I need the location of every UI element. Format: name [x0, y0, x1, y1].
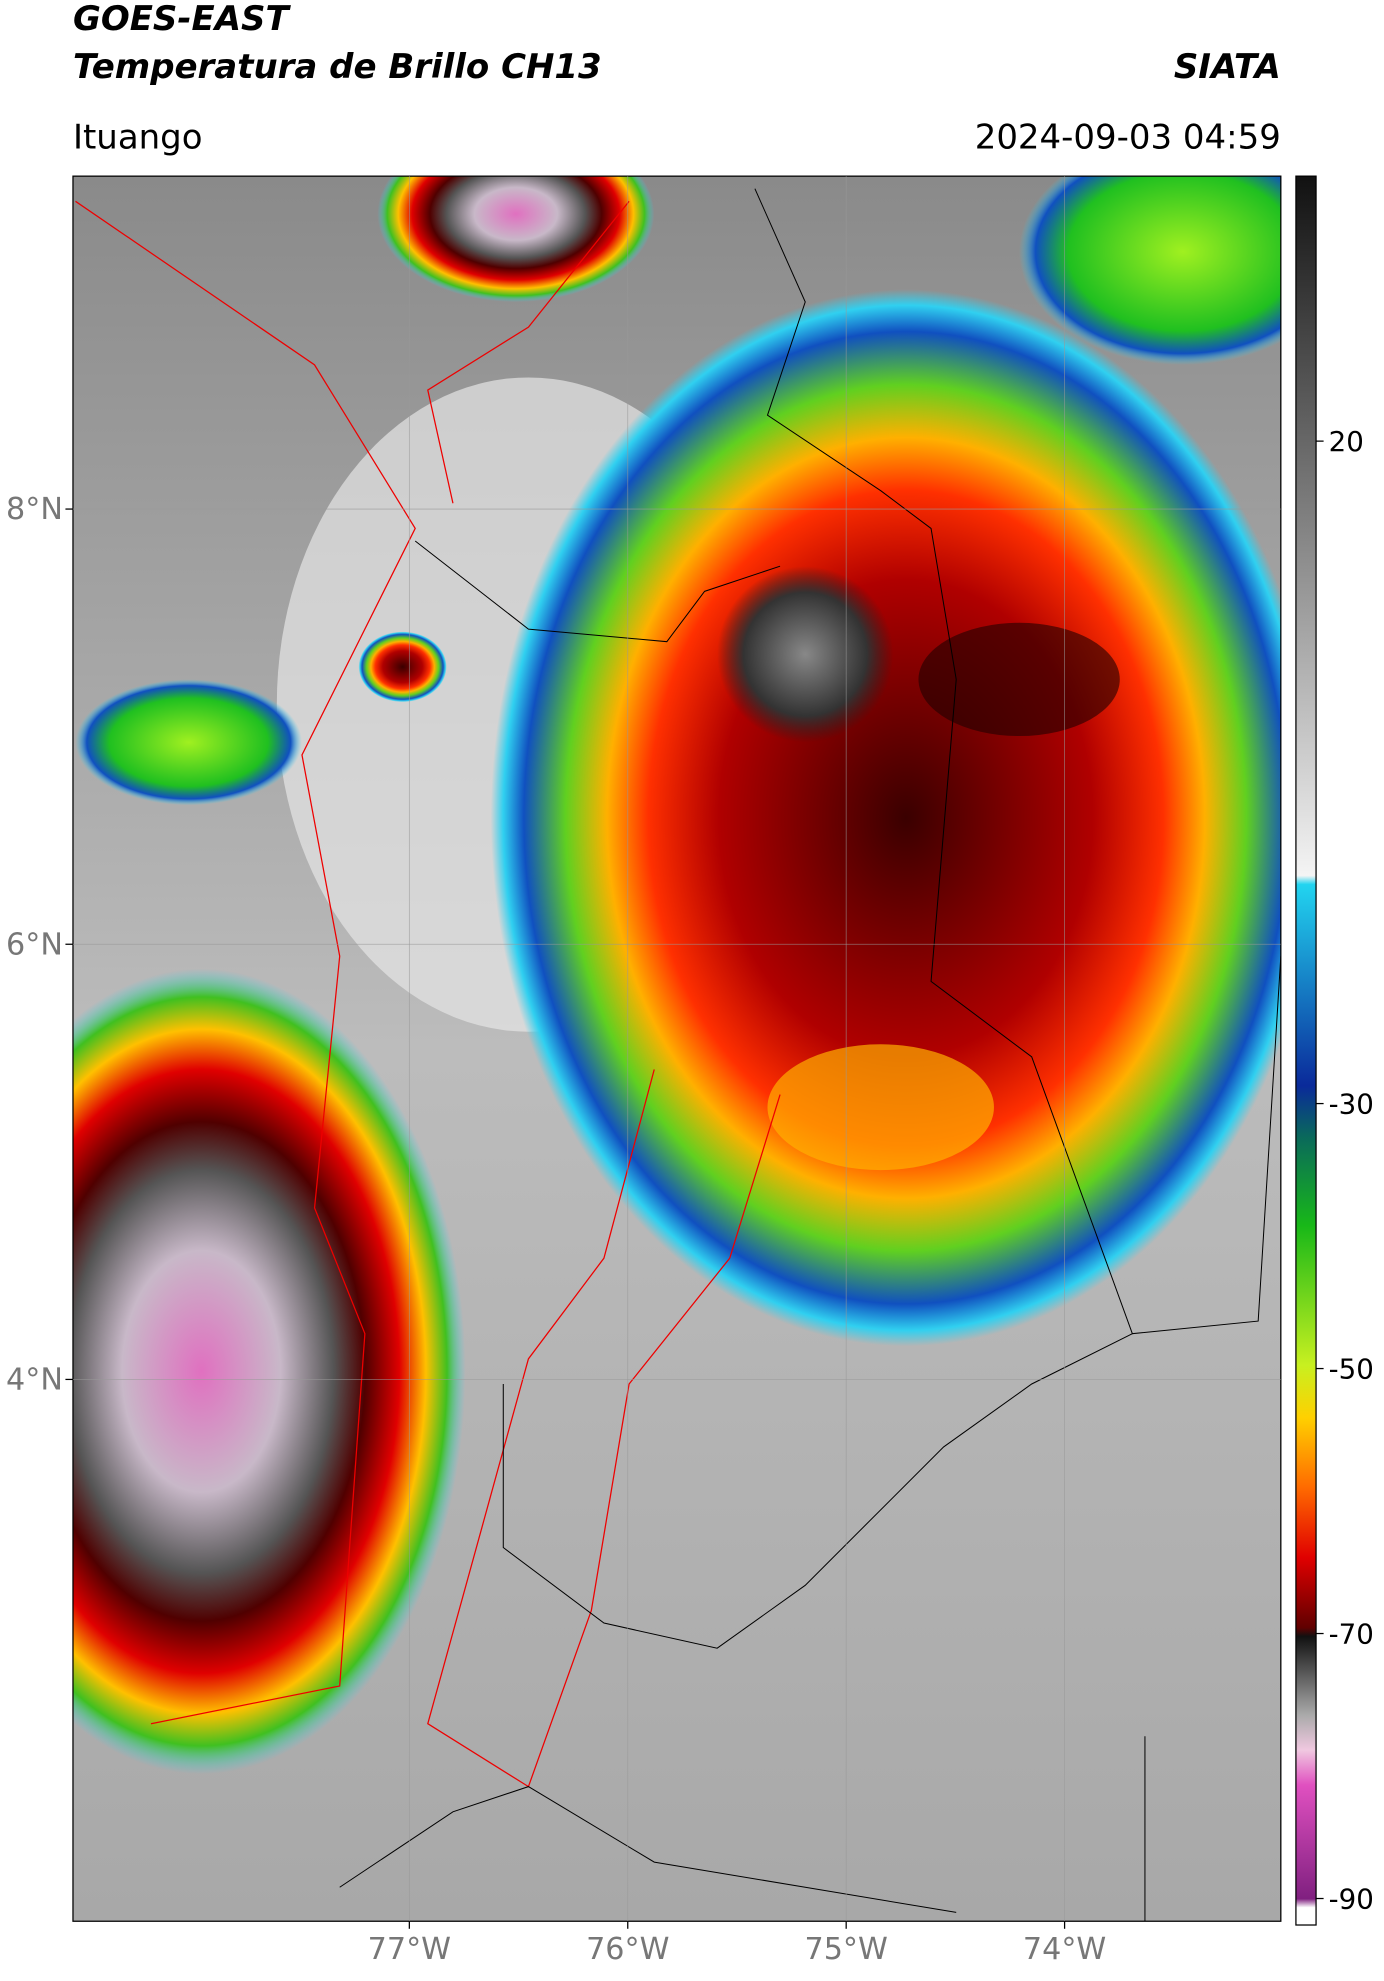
lat-label: 6°N: [6, 927, 63, 962]
colorbar-label: -50: [1329, 1353, 1374, 1386]
satellite-image: [72, 176, 1281, 1922]
title: GOES-EAST: [73, 0, 291, 39]
lon-label: 74°W: [1023, 1932, 1106, 1967]
colorbar-label: -70: [1329, 1618, 1374, 1651]
source: SIATA: [1174, 47, 1281, 87]
map-frame: [72, 175, 1282, 1922]
colorbar-label: -30: [1329, 1088, 1374, 1121]
colorbar-label: -90: [1329, 1883, 1374, 1916]
location: Ituango: [73, 117, 203, 157]
colorbar: [1295, 175, 1317, 1926]
lon-label: 76°W: [586, 1932, 669, 1967]
lon-label: 77°W: [368, 1932, 451, 1967]
lat-label: 8°N: [6, 492, 63, 527]
datetime: 2024-09-03 04:59: [975, 117, 1281, 157]
subtitle: Temperatura de Brillo CH13: [73, 47, 602, 87]
lon-label: 75°W: [804, 1932, 887, 1967]
lat-label: 4°N: [6, 1362, 63, 1397]
colorbar-label: 20: [1329, 425, 1364, 458]
